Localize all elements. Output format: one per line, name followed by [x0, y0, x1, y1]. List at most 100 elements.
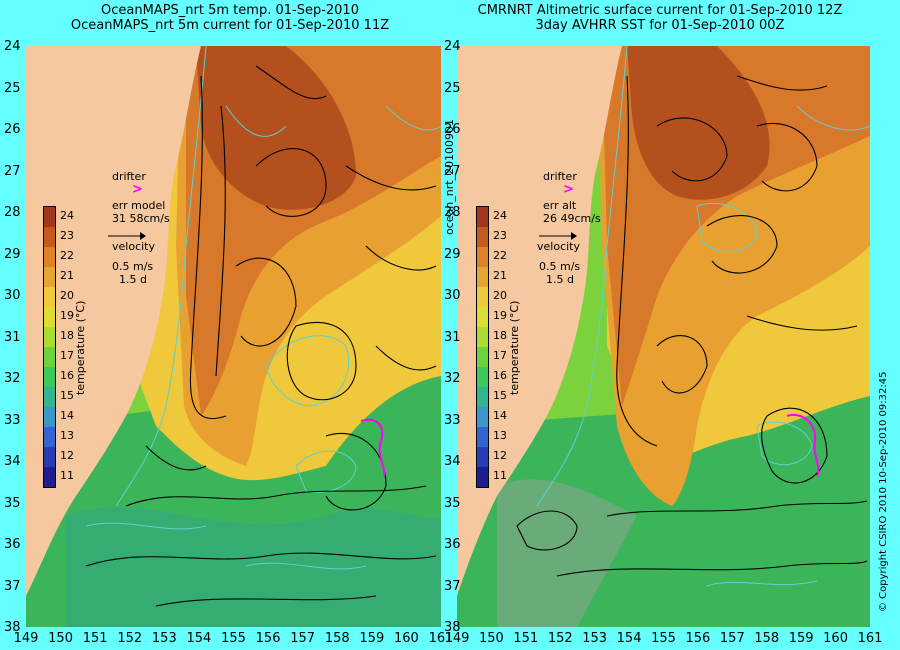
left-colorbar-tick: 16 [60, 369, 74, 382]
longitude-label: 160 [823, 631, 848, 646]
right-colorbar-tick: 14 [493, 409, 507, 422]
left-panel-title: OceanMAPS_nrt 5m temp. 01-Sep-2010 Ocean… [20, 3, 440, 33]
right-panel-title: CMRNRT Altimetric surface current for 01… [445, 3, 875, 33]
longitude-label: 154 [616, 631, 642, 646]
right-colorbar-segment [477, 427, 488, 447]
longitude-label: 150 [48, 631, 73, 646]
longitude-label: 157 [290, 631, 316, 646]
right-colorbar-tick: 12 [493, 449, 507, 462]
right-colorbar-segment [477, 367, 488, 387]
latitude-label: 37 [4, 578, 21, 594]
left-colorbar-segment [44, 307, 55, 327]
longitude-label: 151 [82, 631, 108, 646]
left-coast-water [66, 507, 441, 627]
right-colorbar-segment [477, 247, 488, 267]
copyright-label: © Copyright CSIRO 2010 10-Sep-2010 09:32… [878, 371, 889, 612]
left-colorbar-segment [44, 387, 55, 407]
left-colorbar-tick: 23 [60, 229, 74, 242]
latitude-label: 30 [444, 288, 461, 303]
left-err-value: 31 58cm/s [112, 212, 170, 225]
right-map-panel: drifter > err alt 26 49cm/s velocity 0.5… [457, 46, 870, 627]
left-map [26, 46, 441, 627]
right-colorbar-tick: 24 [493, 209, 507, 222]
latitude-label: 28 [4, 205, 21, 220]
right-colorbar [476, 206, 489, 488]
right-velocity-scale: 0.5 m/s [539, 260, 581, 273]
longitude-label: 158 [754, 631, 780, 646]
left-colorbar-segment [44, 247, 55, 267]
right-colorbar-tick: 18 [493, 329, 507, 342]
right-colorbar-label: temperature (°C) [508, 300, 521, 395]
left-colorbar-segment [44, 227, 55, 247]
right-colorbar-tick: 21 [493, 269, 507, 282]
right-err-value: 26 49cm/s [543, 212, 601, 225]
latitude-label: 31 [4, 329, 21, 345]
right-contours [536, 46, 870, 587]
latitude-label: 28 [444, 205, 461, 220]
latitude-label: 26 [4, 122, 21, 137]
latitude-label: 33 [4, 412, 21, 428]
longitude-label: 153 [582, 631, 608, 646]
longitude-label: 161 [428, 631, 454, 646]
right-err-label: err alt [543, 199, 577, 212]
latitude-label: 37 [444, 578, 461, 594]
right-colorbar-tick: 20 [493, 289, 507, 302]
longitude-label: 149 [13, 631, 39, 646]
latitude-label: 31 [444, 329, 461, 345]
longitude-label: 157 [719, 631, 745, 646]
right-colorbar-segment [477, 447, 488, 467]
left-velocity-arrow-icon [108, 232, 146, 240]
left-colorbar-tick: 21 [60, 269, 74, 282]
left-colorbar-tick: 18 [60, 329, 74, 342]
left-colorbar-segment [44, 367, 55, 387]
right-warm-core [627, 46, 770, 200]
right-colorbar-tick: 17 [493, 349, 507, 362]
right-streamlines [516, 75, 868, 577]
longitude-label: 159 [788, 631, 814, 646]
right-colorbar-segment [477, 287, 488, 307]
left-colorbar-segment [44, 467, 55, 487]
longitude-label: 156 [255, 631, 281, 646]
longitude-label: 159 [359, 631, 385, 646]
left-colorbar-segment [44, 267, 55, 287]
left-velocity-label: velocity [112, 240, 155, 253]
left-velocity-time: 1.5 d [119, 273, 147, 286]
right-colorbar-segment [477, 207, 488, 227]
right-velocity-label: velocity [537, 240, 580, 253]
latitude-label: 24 [4, 39, 21, 54]
right-colorbar-segment [477, 267, 488, 287]
right-drifter-marker-icon: > [563, 182, 574, 197]
latitude-label: 38 [444, 620, 461, 635]
left-contours [85, 46, 441, 570]
latitude-label: 36 [4, 537, 21, 552]
left-colorbar-segment [44, 347, 55, 367]
longitude-label: 158 [324, 631, 350, 646]
left-drifter-marker-icon: > [132, 182, 143, 197]
latitude-label: 27 [444, 163, 461, 179]
longitude-label: 153 [151, 631, 177, 646]
right-colorbar-tick: 22 [493, 249, 507, 262]
left-err-label: err model [112, 199, 166, 212]
right-land [457, 46, 622, 596]
latitude-label: 32 [4, 371, 21, 386]
longitude-label: 150 [478, 631, 504, 646]
latitude-label: 35 [4, 495, 21, 511]
latitude-label: 34 [444, 454, 461, 469]
left-drifter-legend: drifter [112, 170, 146, 183]
left-colorbar [43, 206, 56, 488]
right-colorbar-tick: 19 [493, 309, 507, 322]
left-warm-core [196, 46, 356, 210]
latitude-label: 24 [444, 39, 461, 54]
latitude-label: 32 [444, 371, 461, 386]
right-map [457, 46, 870, 627]
left-streamlines [85, 65, 437, 607]
left-map-panel: drifter > err model 31 58cm/s velocity 0… [26, 46, 441, 627]
right-colorbar-segment [477, 327, 488, 347]
latitude-label: 29 [4, 246, 21, 262]
latitude-label: 38 [4, 620, 21, 635]
latitude-label: 26 [444, 122, 461, 137]
left-colorbar-segment [44, 427, 55, 447]
left-colorbar-segment [44, 287, 55, 307]
latitude-label: 34 [4, 454, 21, 469]
longitude-label: 155 [221, 631, 246, 646]
